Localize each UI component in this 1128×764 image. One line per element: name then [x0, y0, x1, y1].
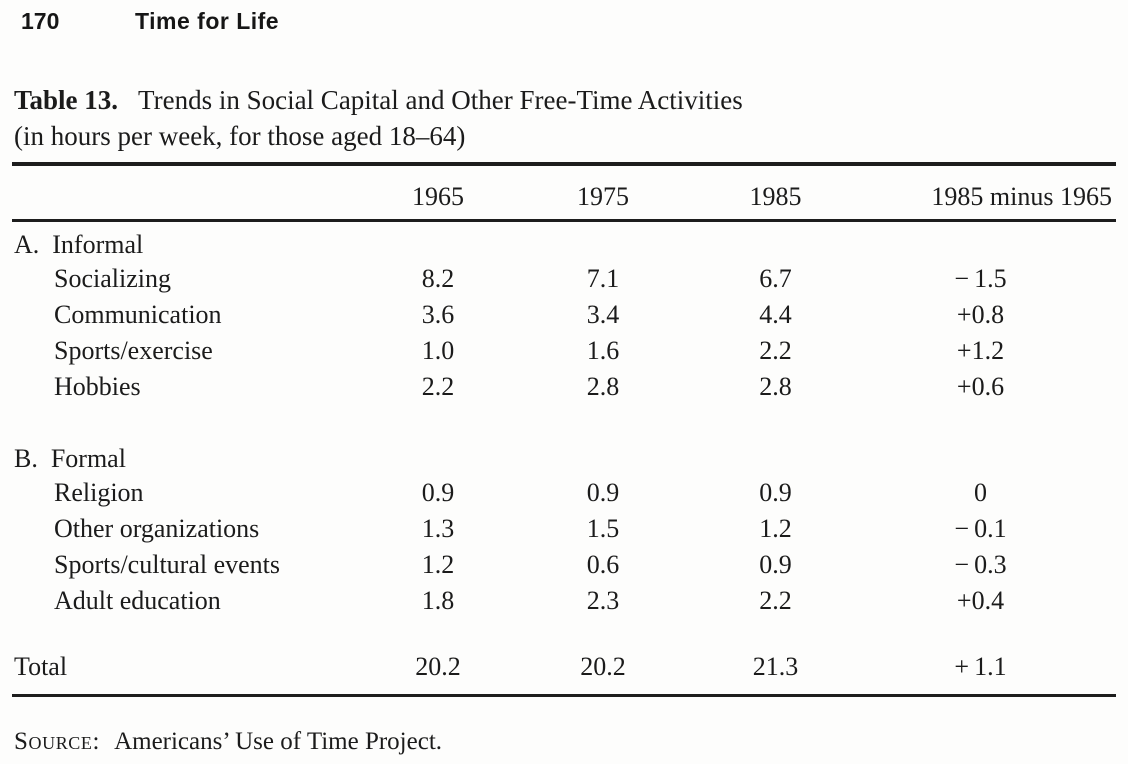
- caption-line-1: Table 13. Trends in Social Capital and Ot…: [14, 82, 914, 118]
- column-header-difference: 1985 minus 1965: [931, 182, 1112, 211]
- cell-1985: 0.9: [759, 550, 792, 579]
- cell-difference: +0.6: [956, 372, 1005, 401]
- section-header-formal: B. Formal: [14, 444, 126, 473]
- cell-1965: 1.8: [421, 586, 455, 615]
- row-label: Religion: [54, 478, 144, 507]
- caption-subtitle: (in hours per week, for those aged 18–64…: [14, 121, 466, 151]
- cell-1965: 1.2: [421, 550, 455, 579]
- cell-1975: 1.6: [586, 336, 620, 365]
- cell-1985: 2.8: [759, 372, 792, 401]
- total-difference: + 1.1: [954, 652, 1007, 681]
- total-1975: 20.2: [580, 652, 626, 681]
- cell-1965: 3.6: [421, 300, 455, 329]
- cell-difference: +0.4: [956, 586, 1005, 615]
- table-row: Other organizations 1.3 1.5 1.2 − 0.1: [12, 514, 1116, 550]
- cell-1985: 1.2: [759, 514, 792, 543]
- cell-1965: 1.3: [421, 514, 455, 543]
- data-table: 1965 1975 1985 1985 minus 1965 A. Inform…: [12, 162, 1116, 756]
- total-label: Total: [14, 652, 68, 681]
- table-row: Religion 0.9 0.9 0.9 0: [12, 478, 1116, 514]
- cell-difference: +0.8: [956, 300, 1005, 329]
- cell-1985: 4.4: [759, 300, 792, 329]
- caption-label: Table 13.: [14, 85, 119, 115]
- cell-difference: 0: [974, 478, 987, 507]
- cell-difference: − 0.3: [954, 550, 1007, 579]
- total-1965: 20.2: [415, 652, 461, 681]
- caption-title: Trends in Social Capital and Other Free-…: [138, 85, 743, 115]
- source-text: Americans’ Use of Time Project.: [114, 728, 443, 755]
- row-label: Sports/cultural events: [54, 550, 281, 579]
- table-header-row: 1965 1975 1985 1985 minus 1965: [12, 166, 1116, 219]
- table-row: Socializing 8.2 7.1 6.7 − 1.5: [12, 264, 1116, 300]
- table-row: Communication 3.6 3.4 4.4 +0.8: [12, 300, 1116, 336]
- source-label: Source:: [14, 728, 101, 755]
- cell-1975: 1.5: [586, 514, 620, 543]
- table-top-rule: [12, 162, 1116, 166]
- cell-1985: 6.7: [759, 264, 792, 293]
- table-row: Sports/cultural events 1.2 0.6 0.9 − 0.3: [12, 550, 1116, 586]
- total-1985: 21.3: [752, 652, 799, 681]
- row-label: Other organizations: [54, 514, 260, 543]
- cell-difference: +1.2: [956, 336, 1005, 365]
- total-row: Total 20.2 20.2 21.3 + 1.1: [12, 652, 1116, 688]
- table-bottom-rule: [12, 694, 1116, 697]
- table-row: Adult education 1.8 2.3 2.2 +0.4: [12, 586, 1116, 622]
- table-caption: Table 13. Trends in Social Capital and Ot…: [14, 82, 914, 154]
- column-header-1965: 1965: [412, 182, 464, 211]
- row-label: Socializing: [54, 264, 171, 293]
- column-header-1985: 1985: [749, 182, 802, 211]
- cell-1985: 0.9: [759, 478, 792, 507]
- cell-difference: − 1.5: [954, 264, 1007, 293]
- cell-1965: 1.0: [421, 336, 455, 365]
- cell-difference: − 0.1: [954, 514, 1007, 543]
- cell-1975: 0.9: [586, 478, 620, 507]
- row-label: Communication: [54, 300, 222, 329]
- header-underline-rule: [12, 219, 1116, 222]
- row-label: Sports/exercise: [54, 336, 213, 365]
- section-header-informal: A. Informal: [14, 230, 144, 259]
- book-title: Time for Life: [135, 8, 280, 34]
- cell-1985: 2.2: [759, 586, 792, 615]
- cell-1975: 7.1: [586, 264, 620, 293]
- column-header-1975: 1975: [577, 182, 629, 211]
- cell-1975: 0.6: [586, 550, 620, 579]
- cell-1965: 0.9: [421, 478, 455, 507]
- cell-1965: 2.2: [421, 372, 455, 401]
- table-row: Sports/exercise 1.0 1.6 2.2 +1.2: [12, 336, 1116, 372]
- cell-1975: 2.3: [586, 586, 620, 615]
- cell-1975: 3.4: [586, 300, 620, 329]
- cell-1965: 8.2: [421, 264, 455, 293]
- cell-1975: 2.8: [586, 372, 620, 401]
- row-label: Adult education: [54, 586, 221, 615]
- page-number: 170: [21, 8, 60, 34]
- source-note: Source: Americans’ Use of Time Project.: [12, 728, 1116, 756]
- cell-1985: 2.2: [759, 336, 792, 365]
- table-row: Hobbies 2.2 2.8 2.8 +0.6: [12, 372, 1116, 408]
- row-label: Hobbies: [54, 372, 141, 401]
